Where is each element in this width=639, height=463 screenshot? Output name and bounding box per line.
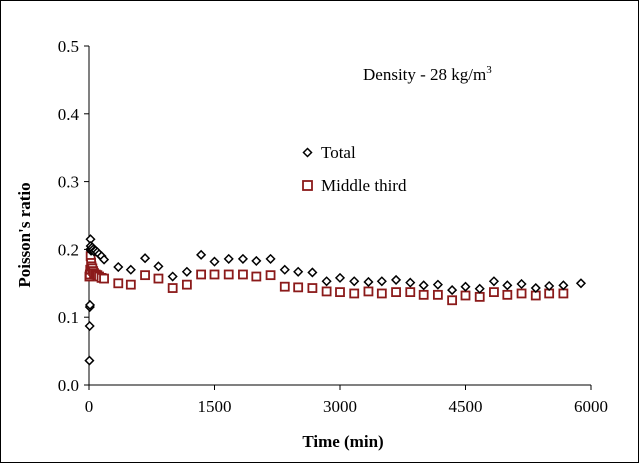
middle-third-point <box>99 273 109 284</box>
middle-third-point <box>279 281 290 292</box>
total-point <box>349 276 360 287</box>
total-point <box>181 266 192 277</box>
total-point <box>167 271 178 282</box>
middle-third-point <box>153 273 164 284</box>
total-point <box>196 249 207 260</box>
middle-third-point <box>391 287 401 298</box>
y-tick-label: 0.1 <box>58 308 79 327</box>
legend-label-total: Total <box>321 143 356 162</box>
total-point <box>488 276 500 287</box>
density-annotation: Density - 28 kg/m3 <box>363 64 492 84</box>
total-point <box>113 261 124 273</box>
density-annotation-sup: 3 <box>486 64 492 76</box>
y-axis-title: Poisson's ratio <box>15 182 34 287</box>
total-point <box>460 281 471 292</box>
total-point <box>474 283 485 294</box>
total-point <box>405 277 416 288</box>
total-point <box>516 278 527 290</box>
middle-third-point <box>196 269 207 280</box>
total-point <box>363 276 374 288</box>
total-point <box>84 355 95 366</box>
total-point <box>502 280 513 291</box>
total-point <box>293 266 304 277</box>
density-annotation-main: Density - 28 kg/m <box>363 65 486 84</box>
middle-third-point <box>516 288 527 299</box>
total-point <box>237 253 249 264</box>
y-tick-label: 0.4 <box>58 105 80 124</box>
total-point <box>279 264 290 275</box>
total-point <box>390 274 402 285</box>
middle-third-point <box>418 289 429 300</box>
middle-third-point <box>405 287 416 298</box>
total-point <box>544 280 555 292</box>
x-tick-label: 0 <box>85 397 94 416</box>
y-tick-label: 0.3 <box>58 173 79 192</box>
middle-third-point <box>181 279 192 290</box>
total-point <box>376 276 387 287</box>
total-point <box>558 280 569 291</box>
middle-third-point <box>489 287 499 298</box>
middle-third-point <box>502 289 513 300</box>
middle-third-point <box>321 286 332 297</box>
middle-third-point <box>349 288 360 299</box>
x-tick-label: 1500 <box>198 397 232 416</box>
data-marks <box>84 234 587 366</box>
middle-third-point <box>209 269 220 280</box>
middle-third-point <box>223 269 234 280</box>
legend-diamond-marker <box>302 147 313 158</box>
total-point <box>575 278 587 289</box>
x-axis-title: Time (min) <box>302 432 383 451</box>
middle-third-point <box>140 270 150 281</box>
total-point <box>418 280 429 291</box>
total-point <box>321 276 332 287</box>
middle-third-point <box>265 270 276 281</box>
y-tick-label: 0.5 <box>58 37 79 56</box>
middle-third-point <box>363 286 374 297</box>
legend-square-marker <box>302 180 313 191</box>
middle-third-point <box>460 290 471 301</box>
total-point <box>139 253 151 264</box>
middle-third-point <box>474 291 485 302</box>
legend: Total Middle third <box>302 143 407 195</box>
total-point <box>153 261 164 272</box>
total-point <box>307 267 318 278</box>
y-tick-label: 0.0 <box>58 376 79 395</box>
x-tick-label: 6000 <box>574 397 608 416</box>
x-tick-label: 3000 <box>323 397 357 416</box>
middle-third-point <box>125 279 136 290</box>
middle-third-point <box>335 287 345 298</box>
middle-third-point <box>447 295 458 306</box>
total-point <box>209 256 220 267</box>
total-point <box>251 255 262 266</box>
middle-third-point <box>251 271 262 282</box>
total-point <box>84 320 95 332</box>
middle-third-point <box>238 269 248 280</box>
middle-third-point <box>432 289 443 300</box>
total-point <box>530 282 541 294</box>
total-point <box>84 299 96 311</box>
middle-third-point <box>113 278 124 289</box>
middle-third-point <box>307 283 318 293</box>
x-tick-label: 4500 <box>449 397 483 416</box>
middle-third-point <box>558 288 569 299</box>
y-tick-label: 0.2 <box>58 240 79 259</box>
middle-third-point <box>293 282 304 293</box>
total-point <box>432 279 443 290</box>
total-point <box>265 253 276 264</box>
total-point <box>125 264 136 275</box>
total-point <box>334 272 346 283</box>
total-point <box>447 285 458 296</box>
total-point <box>223 253 234 264</box>
legend-label-middle-third: Middle third <box>321 176 407 195</box>
middle-third-point <box>167 283 178 293</box>
middle-third-point <box>376 288 387 299</box>
total-point <box>98 254 110 265</box>
ticks: 0.0 0.1 0.2 0.3 0.4 0.5 0 1500 3000 4500 6000 <box>58 37 608 416</box>
